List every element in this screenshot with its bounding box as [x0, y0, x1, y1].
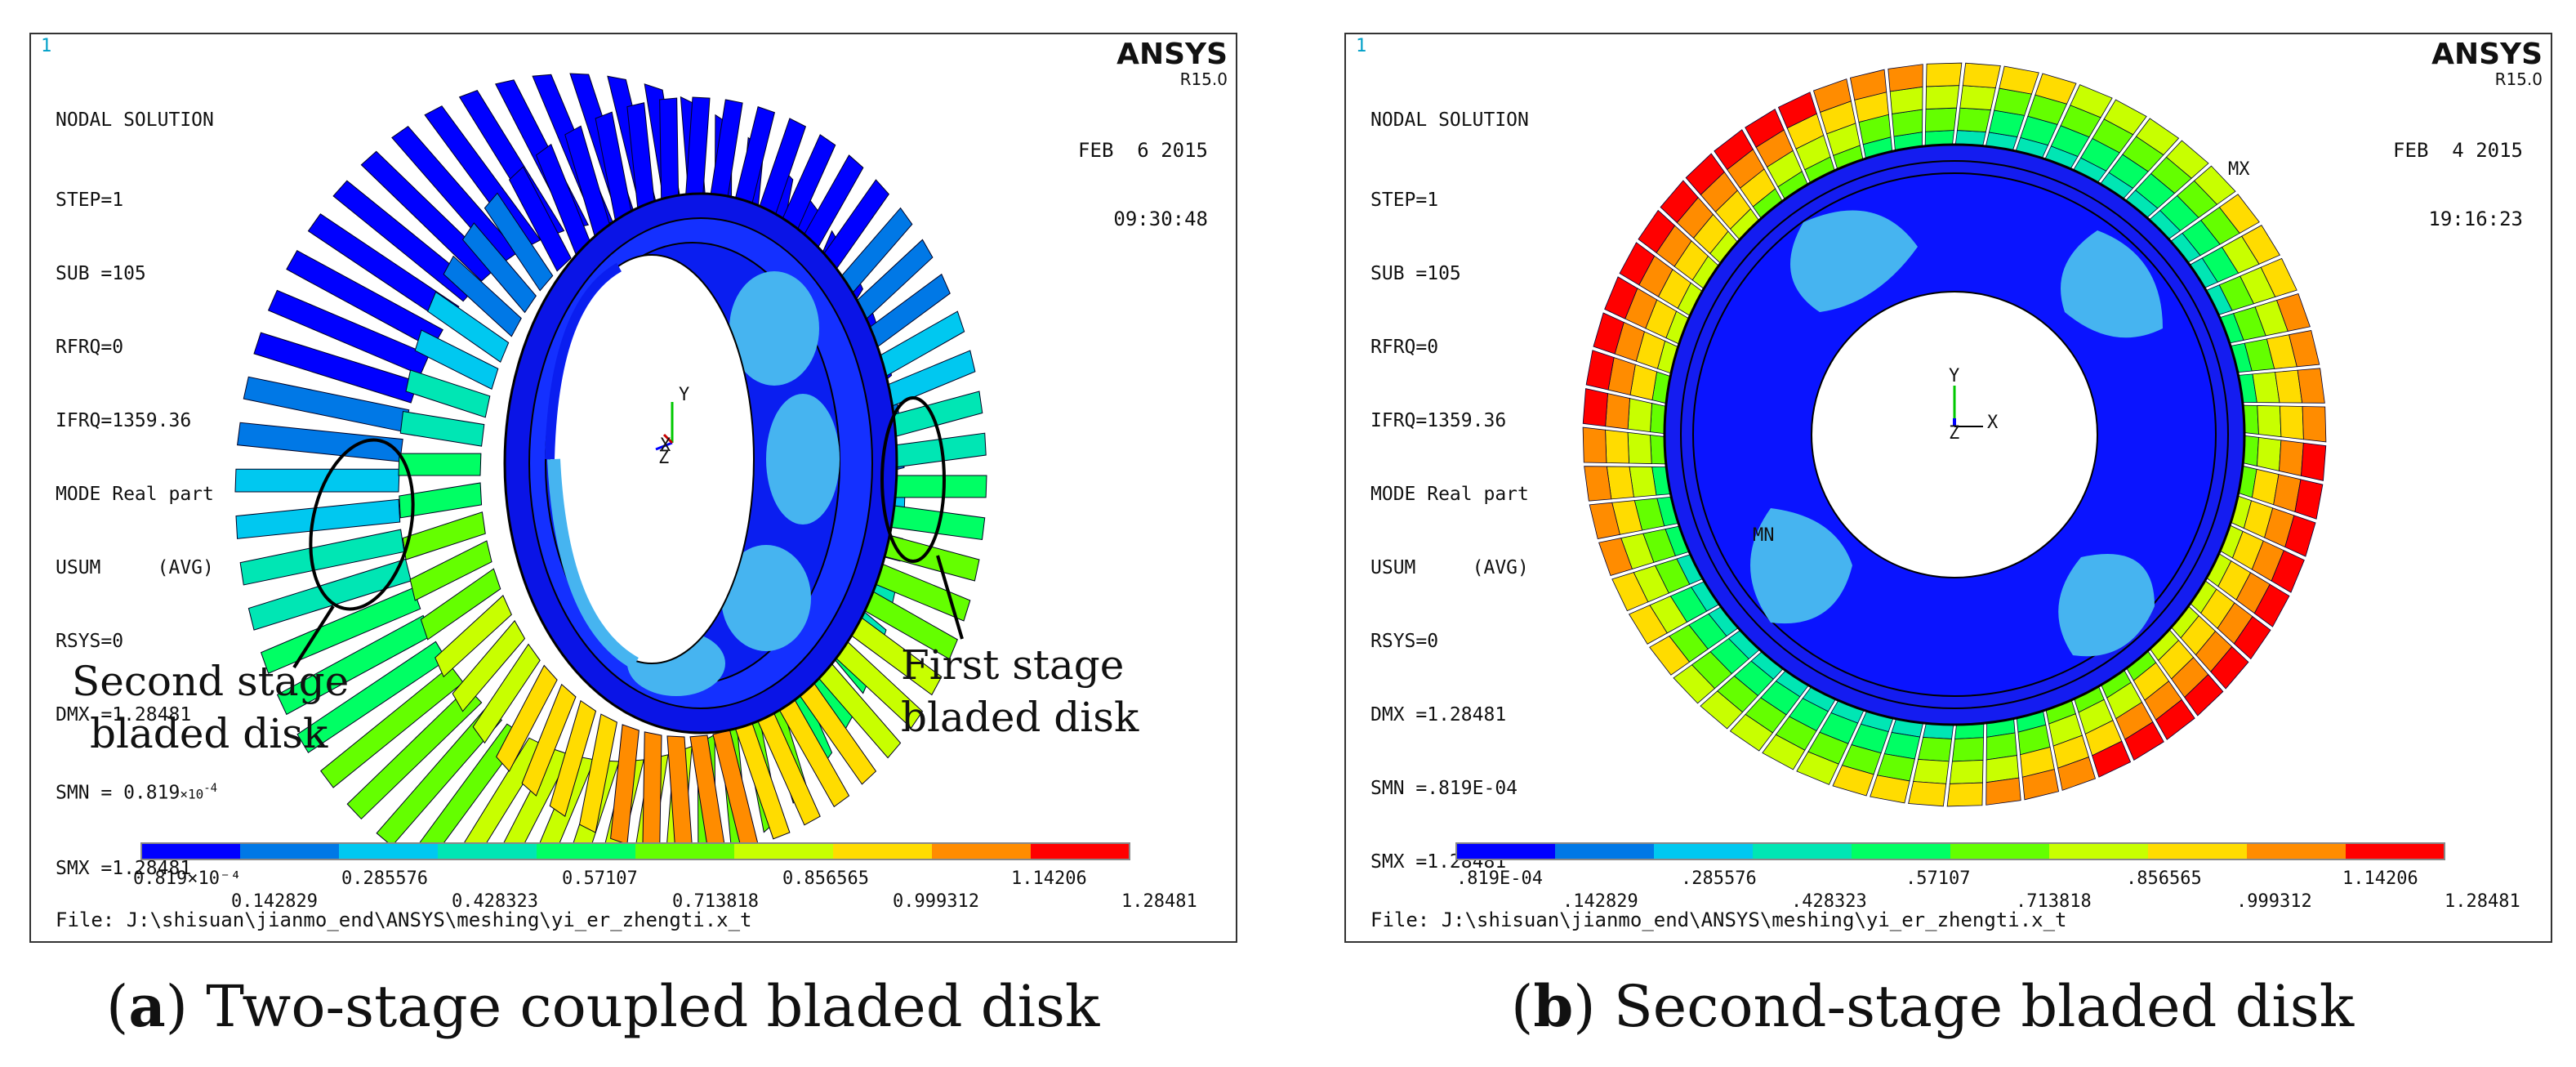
legend-swatch — [1654, 843, 1753, 859]
info-line: DMX =1.28481 — [1370, 704, 1507, 725]
ansys-logo: ANSYS R15.0 — [2431, 38, 2543, 89]
first-stage-callout-ellipse — [880, 396, 946, 563]
timestamp: FEB 4 2015 19:16:23 — [2393, 93, 2523, 276]
axis-y-label: Y — [1949, 366, 1959, 386]
legend-top-label: 1.14206 — [1011, 868, 1087, 889]
legend-swatch — [1753, 843, 1852, 859]
ansys-brand: ANSYS — [2431, 38, 2543, 71]
legend-bottom-label: 0.142829 — [231, 891, 318, 912]
ansys-version: R15.0 — [2494, 69, 2543, 89]
legend-top-label: .57107 — [1905, 868, 1970, 889]
legend-top-label: 0.285576 — [341, 868, 428, 889]
legend-swatch — [2049, 843, 2148, 859]
legend-top-label: .819E-04 — [1456, 868, 1543, 889]
first-stage-annotation: First stage bladed disk — [901, 641, 1139, 741]
legend-top-label: .285576 — [1681, 868, 1757, 889]
legend-swatch — [734, 843, 833, 859]
legend-top-label: 1.14206 — [2342, 868, 2418, 889]
info-title: NODAL SOLUTION — [56, 109, 214, 131]
legend-bottom-label: 1.28481 — [1121, 891, 1197, 912]
solution-info: NODAL SOLUTION STEP=1 SUB =105 RFRQ=0 IF… — [56, 59, 217, 930]
legend-bottom-label: .713818 — [2016, 891, 2092, 912]
second-stage-model-render: Y X Z MX MN — [1582, 62, 2327, 807]
legend-swatch — [1031, 843, 1130, 859]
legend-swatch — [1555, 843, 1654, 859]
time: 09:30:48 — [1113, 208, 1208, 230]
axis-y-label: Y — [679, 385, 689, 405]
legend-swatch — [438, 843, 537, 859]
ansys-logo: ANSYS R15.0 — [1116, 38, 1228, 89]
panel-two-stage: Y X Z 1 ANSYS R15.0 NODAL SOLUTION STEP=… — [29, 33, 1237, 943]
axis-x-label: X — [1987, 413, 1999, 433]
info-line: RFRQ=0 — [56, 337, 124, 358]
info-line: RSYS=0 — [1370, 631, 1439, 652]
caption-a: (a) Two-stage coupled bladed disk — [106, 972, 1100, 1040]
file-path: File: J:\shisuan\jianmo_end\ANSYS\meshin… — [56, 909, 752, 931]
solution-info: NODAL SOLUTION STEP=1 SUB =105 RFRQ=0 IF… — [1370, 59, 1529, 923]
info-line: RFRQ=0 — [1370, 337, 1439, 358]
panel-second-stage: Y X Z MX MN 1 ANSYS R15.0 NODAL SOLUTION… — [1344, 33, 2552, 943]
info-line: MODE Real part — [56, 484, 214, 505]
second-stage-annotation: Second stage bladed disk — [72, 658, 350, 757]
date: FEB 6 2015 — [1078, 139, 1208, 162]
info-line: SUB =105 — [56, 263, 146, 284]
info-title: NODAL SOLUTION — [1370, 109, 1529, 131]
axis-z-label: Z — [658, 448, 669, 468]
legend-swatch — [2346, 843, 2445, 859]
legend-bottom-label: 0.428323 — [452, 891, 538, 912]
info-line: STEP=1 — [1370, 190, 1439, 211]
info-line: MODE Real part — [1370, 484, 1529, 505]
info-line: USUM (AVG) — [56, 557, 214, 578]
legend-bottom-label: 0.713818 — [672, 891, 759, 912]
window-index: 1 — [1356, 36, 1367, 56]
info-line: SMN =.819E-04 — [1370, 778, 1518, 799]
legend-swatch — [141, 843, 240, 859]
axis-z-label: Z — [1949, 423, 1959, 444]
legend-bottom-label: .999312 — [2236, 891, 2312, 912]
info-line: STEP=1 — [56, 190, 124, 211]
legend-swatch — [240, 843, 339, 859]
contour-legend: .819E-04 .285576 .57107 .856565 1.14206 … — [1455, 842, 2520, 912]
axis-x-label: X — [660, 435, 671, 456]
legend-top-label: 0.819×10⁻⁴ — [133, 868, 241, 889]
info-line: DMX =1.28481 — [56, 704, 192, 725]
info-line: RSYS=0 — [56, 631, 124, 652]
timestamp: FEB 6 2015 09:30:48 — [1078, 93, 1208, 276]
legend-swatch — [2148, 843, 2247, 859]
legend-swatch — [833, 843, 932, 859]
info-line: SUB =105 — [1370, 263, 1461, 284]
second-stage-callout-ellipse — [309, 438, 415, 611]
file-path: File: J:\shisuan\jianmo_end\ANSYS\meshin… — [1370, 909, 2067, 931]
ansys-brand: ANSYS — [1116, 38, 1228, 71]
legend-bottom-label: 0.999312 — [893, 891, 979, 912]
legend-swatch — [339, 843, 438, 859]
legend-bottom-label: .142829 — [1562, 891, 1638, 912]
caption-b: (b) Second-stage bladed disk — [1511, 972, 2355, 1040]
legend-swatch — [1852, 843, 1950, 859]
info-smx: SMX =1.28481 — [56, 857, 192, 879]
date: FEB 4 2015 — [2393, 139, 2523, 162]
min-marker: MN — [1753, 525, 1775, 546]
legend-top-label: 0.856565 — [782, 868, 869, 889]
legend-swatch — [2247, 843, 2346, 859]
contour-legend: 0.819×10⁻⁴ 0.285576 0.57107 0.856565 1.1… — [133, 842, 1197, 912]
legend-top-label: .856565 — [2126, 868, 2202, 889]
info-line: IFRQ=1359.36 — [1370, 410, 1507, 431]
legend-top-label: 0.57107 — [562, 868, 638, 889]
time: 19:16:23 — [2428, 208, 2523, 230]
legend-bottom-label: 1.28481 — [2445, 891, 2520, 912]
window-index: 1 — [41, 36, 52, 56]
legend-swatch — [1456, 843, 1555, 859]
legend-swatch — [635, 843, 734, 859]
info-smn: SMN = 0.819×10-4 — [56, 782, 218, 804]
info-line: USUM (AVG) — [1370, 557, 1529, 578]
two-stage-model-render: Y X Z — [234, 73, 987, 851]
ansys-version: R15.0 — [1179, 69, 1228, 89]
legend-swatch — [1950, 843, 2049, 859]
legend-swatch — [932, 843, 1031, 859]
legend-bottom-label: .428323 — [1791, 891, 1867, 912]
legend-swatch — [537, 843, 635, 859]
max-marker: MX — [2228, 159, 2250, 180]
info-line: IFRQ=1359.36 — [56, 410, 192, 431]
